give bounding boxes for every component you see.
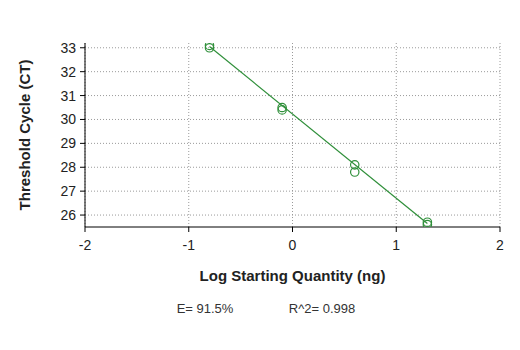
y-tick-label: 29 [60, 135, 76, 151]
x-tick-label: -2 [79, 237, 92, 253]
y-tick-label: 28 [60, 159, 76, 175]
grid-line [85, 143, 500, 144]
y-tick-label: 30 [60, 111, 76, 127]
point [351, 168, 359, 176]
point [278, 106, 286, 114]
y-tick [80, 71, 85, 72]
y-tick [80, 167, 85, 168]
grid [85, 43, 500, 227]
grid-line [85, 43, 86, 227]
x-tick [396, 227, 397, 232]
fit-line [210, 47, 428, 224]
annotation: R^2= 0.998 [289, 301, 355, 316]
y-tick-label: 32 [60, 64, 76, 80]
x-tick [292, 227, 293, 232]
grid-line [85, 95, 500, 96]
y-tick [80, 47, 85, 48]
grid-line [85, 71, 500, 72]
y-tick [80, 191, 85, 192]
grid-line [500, 43, 501, 227]
x-axis-label: Log Starting Quantity (ng) [200, 267, 386, 284]
point [205, 44, 213, 52]
y-tick-label: 31 [60, 88, 76, 104]
y-tick-label: 33 [60, 40, 76, 56]
grid-line [396, 43, 397, 227]
x-tick-label: 1 [392, 237, 400, 253]
grid-line [188, 43, 189, 227]
x-tick [500, 227, 501, 232]
x-tick-label: 0 [289, 237, 297, 253]
y-tick [80, 119, 85, 120]
y-tick [80, 215, 85, 216]
grid-line [85, 119, 500, 120]
y-axis-label: Threshold Cycle (CT) [16, 60, 33, 211]
y-tick [80, 143, 85, 144]
y-tick [80, 95, 85, 96]
annotation: E= 91.5% [177, 301, 234, 316]
x-tick [85, 227, 86, 232]
data [205, 43, 431, 227]
grid-line [85, 47, 500, 48]
y-tick-label: 27 [60, 183, 76, 199]
y-axis [85, 43, 86, 227]
chart: 26 27 28 29 30 31 32 33 -2 -1 0 1 2 Log Starting Quan… [0, 0, 520, 350]
x-tick [188, 227, 189, 232]
x-tick-label: -1 [183, 237, 196, 253]
y-tick-label: 26 [60, 207, 76, 223]
x-tick-label: 2 [496, 237, 504, 253]
grid-line [292, 43, 293, 227]
